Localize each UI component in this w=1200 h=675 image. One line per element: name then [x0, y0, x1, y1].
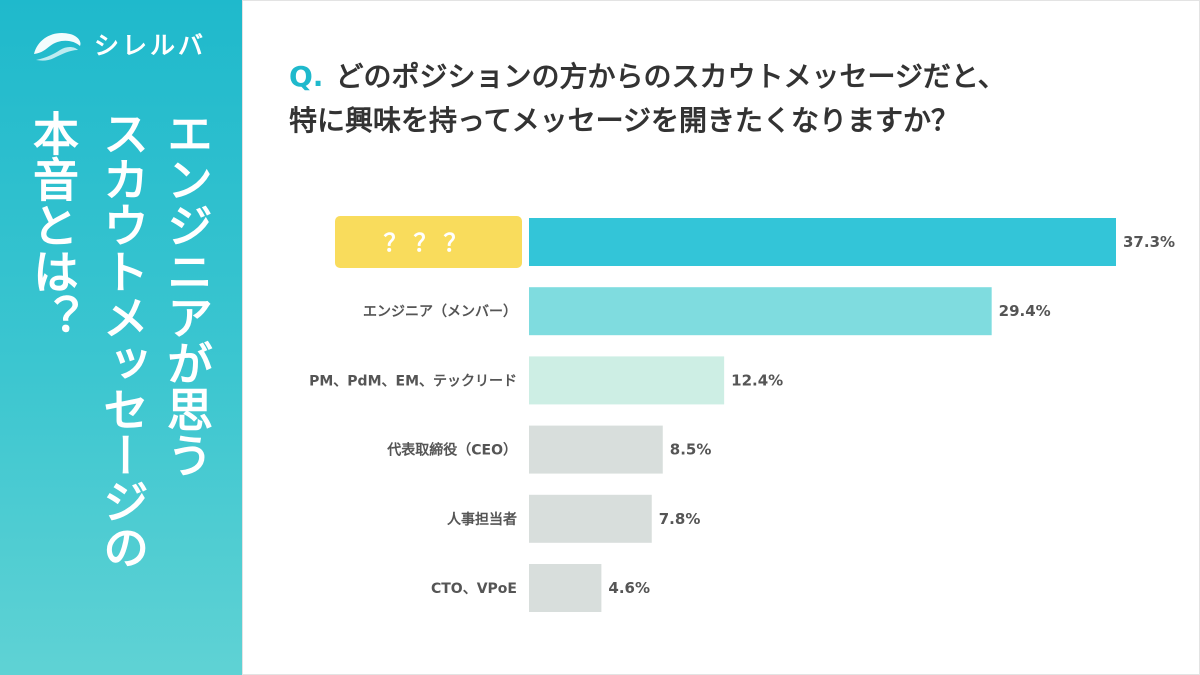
bar-chart: 37.3% ？？？ 29.4% エンジニア（メンバー） 12.4% PM、PdM、EM、テ… [309, 216, 1175, 612]
bar-5 [529, 564, 602, 612]
category-label-2: PM、PdM、EM、テックリード [309, 373, 517, 389]
category-label-1: エンジニア（メンバー） [363, 304, 517, 320]
value-label-4: 7.8% [659, 510, 701, 528]
sidebar: シレルバ エンジニアが思う スカウトメッセージの 本音とは？ [0, 0, 242, 675]
question-text-2: 特に興味を持ってメッセージを開きたくなりますか？ [289, 104, 960, 137]
main-panel: Q. どのポジションの方からのスカウトメッセージだと、 特に興味を持ってメッセージ… [242, 0, 1200, 675]
brand-name: シレルバ [94, 31, 207, 60]
category-label-4: 人事担当者 [447, 511, 517, 528]
value-label-0: 37.3% [1123, 233, 1175, 251]
question-line-1: Q. どのポジションの方からのスカウトメッセージだと、 [289, 55, 1169, 99]
question-heading: Q. どのポジションの方からのスカウトメッセージだと、 特に興味を持ってメッセージ… [289, 55, 1169, 143]
question-mark-label: Q. [289, 60, 324, 93]
sidebar-title-line-1: エンジニアが思う [160, 110, 214, 478]
bar-1 [529, 287, 992, 336]
bar-3 [529, 425, 663, 474]
category-label-0: ？？？ [384, 229, 474, 257]
category-label-5: CTO、VPoE [431, 581, 517, 597]
hidden-answer-box [335, 216, 522, 268]
sidebar-title-line-2: スカウトメッセージの [96, 110, 150, 570]
question-text-1: どのポジションの方からのスカウトメッセージだと、 [335, 60, 1006, 93]
sidebar-title-line-3: 本音とは？ [26, 110, 80, 340]
value-label-1: 29.4% [999, 302, 1051, 320]
brand-logo[interactable]: シレルバ [30, 24, 206, 64]
bar-0 [529, 218, 1116, 266]
value-label-5: 4.6% [608, 579, 650, 597]
wave-logo-icon [34, 32, 81, 61]
category-label-3: 代表取締役（CEO） [386, 442, 517, 459]
value-label-2: 12.4% [731, 371, 783, 389]
value-label-3: 8.5% [670, 441, 712, 459]
bar-2 [529, 356, 725, 405]
bar-4 [529, 494, 652, 543]
